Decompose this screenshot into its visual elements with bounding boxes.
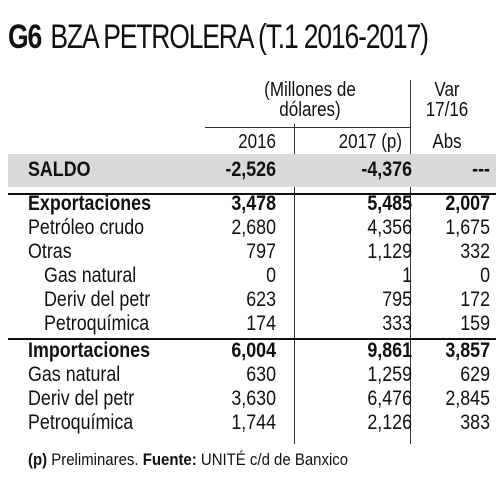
source-label: Fuente: <box>142 450 197 469</box>
value-2016: 3,630 <box>231 387 276 410</box>
value-var: 0 <box>480 264 490 287</box>
value-2017: 4,356 <box>367 216 412 239</box>
source-text: UNITÉ c/d de Banxico <box>196 450 349 469</box>
value-var: 383 <box>460 411 490 434</box>
header-year-2016: 2016 <box>238 131 276 153</box>
row-label: Importaciones <box>28 339 151 362</box>
value-2016: 630 <box>246 363 276 386</box>
value-2017: 9,861 <box>367 339 412 362</box>
row-label: Deriv del petr <box>28 387 135 410</box>
page-title: G6 BZA PETROLERA (T.1 2016-2017) <box>8 17 429 57</box>
value-2017: 333 <box>382 312 412 335</box>
row-label: Petroquímica <box>44 312 150 335</box>
row-label: Petróleo crudo <box>28 216 145 239</box>
value-2016: 6,004 <box>231 339 276 362</box>
title-text: BZA PETROLERA (T.1 2016-2017) <box>50 18 428 56</box>
title-code: G6 <box>8 18 42 56</box>
header-var-line2: 17/16 <box>425 99 469 121</box>
header-units-line1: (Millones de <box>264 79 356 101</box>
value-2016: 623 <box>246 288 276 311</box>
table-row-importaciones: Importaciones 6,004 9,861 3,857 <box>0 339 500 363</box>
header-var-line1: Var <box>434 79 460 101</box>
value-var: 172 <box>460 288 490 311</box>
table-row-petroleo-crudo: Petróleo crudo 2,680 4,356 1,675 <box>0 216 500 240</box>
saldo-band <box>8 154 496 187</box>
divider-imports <box>8 338 496 340</box>
value-var: 332 <box>460 240 490 263</box>
value-2017: 5,485 <box>367 192 412 215</box>
value-var: 159 <box>460 312 490 335</box>
value-var: --- <box>472 158 490 181</box>
value-2016: 0 <box>266 264 276 287</box>
table-row-petroq-imp: Petroquímica 1,744 2,126 383 <box>0 411 500 435</box>
row-label: Otras <box>28 240 72 263</box>
table-row-gas-natural-exp: Gas natural 0 1 0 <box>0 264 500 288</box>
value-2016: 2,680 <box>231 216 276 239</box>
table-row-saldo: SALDO -2,526 -4,376 --- <box>0 158 500 182</box>
value-var: 1,675 <box>445 216 490 239</box>
value-var: 2,007 <box>445 192 490 215</box>
table-row-deriv-imp: Deriv del petr 3,630 6,476 2,845 <box>0 387 500 411</box>
value-var: 2,845 <box>445 387 490 410</box>
table-row-deriv-exp: Deriv del petr 623 795 172 <box>0 288 500 312</box>
value-2016: 3,478 <box>231 192 276 215</box>
column-divider-2 <box>410 80 411 444</box>
preliminary-marker: (p) <box>28 450 48 469</box>
value-2017: 1 <box>402 264 412 287</box>
table-row-otras: Otras 797 1,129 332 <box>0 240 500 264</box>
value-2017: -4,376 <box>361 158 412 181</box>
divider-exports <box>8 193 496 195</box>
row-label: Exportaciones <box>28 192 152 215</box>
value-2017: 2,126 <box>367 411 412 434</box>
source-footnote: (p) Preliminares. Fuente: UNITÉ c/d de B… <box>28 450 348 470</box>
value-2016: 797 <box>246 240 276 263</box>
value-2016: -2,526 <box>225 158 276 181</box>
value-var: 3,857 <box>445 339 490 362</box>
header-underline <box>205 127 410 128</box>
value-2017: 1,259 <box>367 363 412 386</box>
row-label: SALDO <box>28 158 91 181</box>
value-2016: 174 <box>246 312 276 335</box>
preliminary-text: Preliminares. <box>47 450 143 469</box>
table-row-petroq-exp: Petroquímica 174 333 159 <box>0 312 500 336</box>
row-label: Petroquímica <box>28 411 134 434</box>
value-2017: 795 <box>382 288 412 311</box>
header-var-line3: Abs <box>432 131 462 153</box>
row-label: Gas natural <box>28 363 121 386</box>
value-2016: 1,744 <box>231 411 276 434</box>
header-units-line2: dólares) <box>279 99 341 121</box>
row-label: Deriv del petr <box>44 288 151 311</box>
column-divider-1 <box>294 124 295 444</box>
header-year-2017: 2017 (p) <box>338 131 402 153</box>
value-2017: 6,476 <box>367 387 412 410</box>
value-2017: 1,129 <box>367 240 412 263</box>
table-row-exportaciones: Exportaciones 3,478 5,485 2,007 <box>0 192 500 216</box>
table-row-gas-natural-imp: Gas natural 630 1,259 629 <box>0 363 500 387</box>
value-var: 629 <box>460 363 490 386</box>
row-label: Gas natural <box>44 264 137 287</box>
